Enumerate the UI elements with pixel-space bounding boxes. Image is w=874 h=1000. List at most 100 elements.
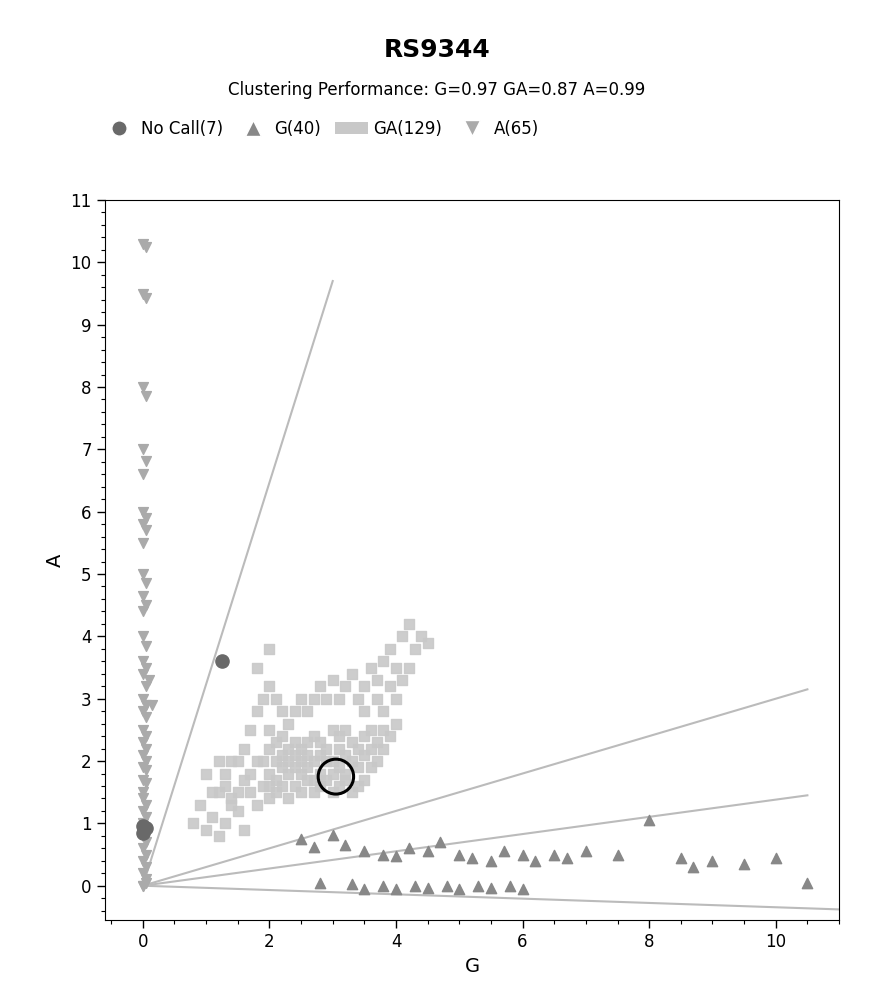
Point — [139, 871, 153, 887]
Point — [686, 859, 700, 875]
Point — [338, 772, 352, 788]
Point — [357, 843, 371, 859]
Point — [319, 741, 333, 757]
Point — [288, 734, 302, 750]
Point — [338, 722, 352, 738]
Point — [357, 703, 371, 719]
Point — [503, 878, 517, 894]
Point — [135, 441, 149, 457]
Point — [408, 641, 422, 657]
Point — [139, 575, 153, 591]
Point — [139, 239, 153, 255]
Point — [218, 778, 232, 794]
Point — [262, 790, 276, 806]
Point — [139, 875, 153, 891]
Point — [357, 747, 371, 763]
Point — [139, 522, 153, 538]
Point — [275, 703, 289, 719]
Point — [139, 510, 153, 526]
Point — [139, 859, 153, 875]
Point — [139, 709, 153, 725]
Point — [301, 759, 315, 775]
Point — [377, 878, 391, 894]
Point — [262, 741, 276, 757]
Point — [408, 878, 422, 894]
Point — [338, 747, 352, 763]
Point — [218, 766, 232, 782]
Point — [294, 784, 308, 800]
Point — [135, 722, 149, 738]
Point — [294, 753, 308, 769]
Point — [139, 638, 153, 654]
Point — [395, 628, 409, 644]
Point — [218, 815, 232, 831]
Point — [326, 672, 340, 688]
Point — [262, 766, 276, 782]
Point — [135, 516, 149, 532]
Point — [465, 850, 479, 866]
Point — [250, 753, 264, 769]
Point — [301, 747, 315, 763]
Point — [579, 843, 593, 859]
Point — [294, 691, 308, 707]
Point — [139, 290, 153, 306]
Point — [231, 784, 245, 800]
Point — [139, 809, 153, 825]
Point — [313, 734, 327, 750]
Point — [516, 847, 530, 863]
Point — [135, 772, 149, 788]
Point — [294, 741, 308, 757]
Point — [135, 759, 149, 775]
Point — [301, 734, 315, 750]
Point — [135, 703, 149, 719]
Point — [344, 753, 358, 769]
Point — [611, 847, 625, 863]
Point — [402, 616, 416, 632]
Point — [135, 784, 149, 800]
Point — [135, 734, 149, 750]
Point — [244, 784, 258, 800]
Point — [496, 843, 510, 859]
Point — [332, 741, 346, 757]
Point — [212, 784, 225, 800]
Point — [383, 728, 397, 744]
Point — [674, 850, 688, 866]
Point — [139, 834, 153, 850]
Point — [142, 672, 156, 688]
Point — [288, 747, 302, 763]
Point — [231, 753, 245, 769]
Point — [313, 778, 327, 794]
Point — [705, 853, 719, 869]
Point — [434, 834, 447, 850]
Point — [135, 666, 149, 682]
Point — [135, 790, 149, 806]
Point — [244, 722, 258, 738]
Point — [199, 822, 213, 838]
Point — [737, 856, 751, 872]
Point — [484, 853, 498, 869]
Point — [357, 772, 371, 788]
Point — [135, 603, 149, 619]
Point — [370, 691, 384, 707]
Point — [332, 778, 346, 794]
Point — [250, 660, 264, 676]
Point — [205, 784, 219, 800]
Point — [256, 691, 270, 707]
Point — [275, 747, 289, 763]
Point — [135, 566, 149, 582]
Point — [313, 747, 327, 763]
Point — [389, 881, 403, 897]
Point — [642, 812, 656, 828]
Point — [377, 703, 391, 719]
Point — [560, 850, 574, 866]
Point — [262, 722, 276, 738]
Point — [215, 653, 229, 669]
Point — [275, 778, 289, 794]
Point — [420, 880, 434, 896]
Point — [389, 716, 403, 732]
Point — [250, 703, 264, 719]
Point — [377, 653, 391, 669]
Point — [269, 784, 283, 800]
Point — [402, 660, 416, 676]
Point — [135, 379, 149, 395]
